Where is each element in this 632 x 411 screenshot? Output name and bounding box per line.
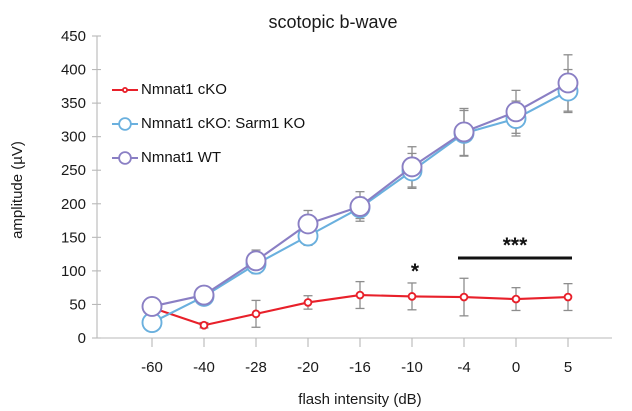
x-tick-label: 5 [564,359,572,376]
legend-item-label: Nmnat1 cKO: Sarm1 KO [141,115,305,132]
y-tick-label: 350 [61,95,86,112]
legend-item-nmnat1-wt[interactable]: Nmnat1 WT [112,149,221,166]
y-tick-label: 250 [61,162,86,179]
data-point-marker [141,296,163,317]
y-tick-label: 50 [69,296,86,313]
x-tick-label: -40 [193,359,215,376]
legend-item-label: Nmnat1 cKO [141,81,227,98]
legend-swatch-marker [118,117,132,131]
data-point-marker [401,156,423,178]
significance-label: *** [503,234,528,257]
y-tick-label: 300 [61,129,86,146]
data-point-marker [563,292,573,302]
data-point-marker [251,309,261,319]
data-point-marker [245,250,267,272]
y-tick-label: 100 [61,263,86,280]
series-nmnat1-wt [141,72,579,317]
x-tick-label: 0 [512,359,520,376]
annotations-group: **** [411,234,572,283]
series-group [141,54,579,334]
legend-item-nmnat1-cko-sarm1-ko[interactable]: Nmnat1 cKO: Sarm1 KO [112,115,305,132]
data-point-marker [303,298,313,307]
data-point-marker [193,284,215,306]
data-point-marker [297,213,319,235]
y-tick-label: 200 [61,196,86,213]
y-axis-ticks: 0 50 100 150 200 250 300 350 400 450 [61,28,101,347]
x-axis-ticks: -60 -40 -28 -20 -16 -10 -4 0 5 [141,338,572,376]
data-point-marker [511,294,521,304]
y-tick-label: 150 [61,229,86,246]
x-tick-label: -20 [297,359,319,376]
chart-title: scotopic b-wave [268,12,397,32]
data-point-marker [453,121,475,143]
y-tick-label: 450 [61,28,86,45]
significance-label: * [411,260,420,283]
x-tick-label: -10 [401,359,423,376]
data-point-marker [557,72,579,94]
legend-item-label: Nmnat1 WT [141,149,221,166]
data-point-marker [355,290,365,300]
x-axis-label: flash intensity (dB) [298,391,421,408]
data-point-marker [505,101,527,123]
chart-legend: Nmnat1 cKO Nmnat1 cKO: Sarm1 KO Nmnat1 WT [112,81,305,166]
data-point-marker [349,196,371,217]
data-point-marker [407,292,417,301]
y-tick-label: 400 [61,62,86,79]
y-axis-label: amplitude (µV) [9,141,26,239]
x-tick-label: -4 [457,359,470,376]
legend-item-nmnat1-cko[interactable]: Nmnat1 cKO [112,81,227,98]
data-point-marker [459,292,469,302]
x-tick-label: -28 [245,359,267,376]
x-tick-label: -16 [349,359,371,376]
legend-swatch-marker [121,86,129,94]
y-tick-label: 0 [78,330,86,347]
data-point-marker [199,320,209,330]
x-tick-label: -60 [141,359,163,376]
legend-swatch-marker [118,151,132,165]
